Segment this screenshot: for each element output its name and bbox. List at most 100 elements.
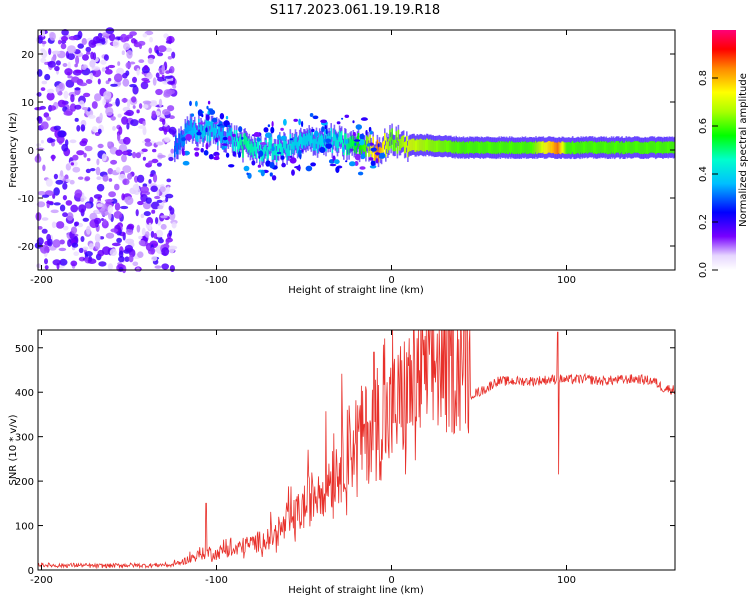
heatmap-scatter-cell — [193, 147, 200, 151]
heatmap-signal-cell — [226, 130, 229, 142]
heatmap-signal-cell — [459, 142, 462, 154]
heatmap-signal-cell — [262, 150, 264, 162]
heatmap-signal-cell — [401, 135, 404, 148]
heatmap-scatter-cell — [190, 113, 195, 117]
heatmap-signal-cell — [508, 141, 511, 153]
heatmap-signal-cell — [481, 141, 484, 154]
heatmap-signal-cell — [511, 141, 513, 153]
heatmap-signal-cell — [430, 139, 432, 151]
heatmap-scatter-cell — [301, 120, 304, 128]
heatmap-noise-cell — [55, 60, 61, 66]
heatmap-signal-cell — [208, 130, 211, 143]
heatmap-noise-cell — [149, 101, 158, 107]
heatmap-signal-cell — [574, 142, 576, 155]
heatmap-signal-cell — [627, 141, 630, 153]
heatmap-noise-cell — [103, 90, 112, 100]
heatmap-signal-cell — [272, 147, 275, 160]
heatmap-signal-cell — [472, 141, 474, 153]
heatmap-signal-cell — [255, 146, 258, 159]
heatmap-signal-cell — [608, 142, 611, 154]
heatmap-signal-cell — [281, 144, 283, 156]
heatmap-signal-cell — [596, 142, 598, 154]
heatmap-signal-cell — [249, 144, 252, 156]
heatmap-noise-cell — [166, 186, 171, 193]
heatmap-noise-cell — [111, 242, 121, 247]
heatmap-signal-cell — [601, 141, 603, 154]
heatmap-signal-cell — [437, 140, 440, 152]
heatmap-noise-cell — [46, 200, 54, 205]
heatmap-noise-cell — [137, 200, 144, 206]
heatmap-noise-cell — [77, 43, 84, 49]
heatmap-noise-cell — [171, 221, 177, 229]
heatmap-signal-cell — [648, 141, 651, 154]
heatmap-noise-cell — [102, 246, 111, 256]
heatmap-noise-cell — [152, 173, 158, 183]
heatmap-noise-cell — [79, 140, 87, 147]
heatmap-noise-cell — [82, 217, 90, 222]
heatmap-signal-cell — [529, 141, 532, 154]
heatmap-signal-cell — [243, 133, 245, 146]
heatmap-noise-cell — [136, 109, 140, 114]
heatmap-x-axis-label: Height of straight line (km) — [288, 285, 424, 296]
heatmap-signal-cell — [363, 140, 365, 152]
heatmap-signal-cell — [553, 141, 555, 154]
heatmap-signal-cell — [311, 131, 314, 144]
heatmap-signal-cell — [318, 133, 321, 145]
heatmap-signal-cell — [490, 141, 492, 154]
heatmap-signal-cell — [669, 141, 672, 154]
heatmap-signal-cell — [542, 141, 545, 153]
heatmap-y-tick-label: 20 — [21, 50, 34, 61]
heatmap-noise-cell — [94, 233, 101, 243]
heatmap-signal-cell — [645, 142, 647, 154]
snr-x-tick-label: -100 — [205, 575, 228, 586]
heatmap-signal-cell — [494, 142, 496, 154]
heatmap-signal-cell — [588, 140, 591, 153]
heatmap-scatter-cell — [219, 125, 226, 128]
heatmap-signal-cell — [388, 138, 390, 151]
heatmap-signal-cell — [657, 141, 659, 153]
heatmap-scatter-cell — [359, 133, 365, 140]
heatmap-signal-cell — [269, 139, 272, 152]
heatmap-signal-cell — [339, 132, 342, 145]
heatmap-noise-cell — [142, 33, 148, 38]
heatmap-signal-cell — [352, 134, 355, 147]
heatmap-noise-cell — [157, 76, 165, 82]
heatmap-noise-cell — [74, 104, 82, 110]
heatmap-signal-cell — [477, 141, 479, 154]
heatmap-noise-cell — [113, 73, 123, 83]
heatmap-noise-cell — [67, 52, 75, 61]
heatmap-scatter-cell — [325, 138, 331, 144]
heatmap-noise-cell — [100, 59, 107, 65]
heatmap-noise-cell — [102, 218, 107, 226]
heatmap-signal-cell — [582, 141, 584, 153]
heatmap-scatter-cell — [324, 125, 327, 130]
heatmap-noise-cell — [102, 174, 109, 182]
heatmap-noise-cell — [44, 62, 48, 65]
heatmap-noise-cell — [124, 244, 133, 252]
heatmap-noise-cell — [132, 76, 137, 83]
heatmap-signal-cell — [422, 140, 425, 152]
heatmap-signal-cell — [396, 142, 399, 154]
heatmap-signal-cell — [496, 142, 498, 154]
heatmap-noise-cell — [95, 166, 101, 176]
heatmap-noise-cell — [161, 263, 169, 270]
heatmap-signal-cell — [528, 141, 531, 154]
heatmap-signal-cell — [210, 120, 213, 133]
heatmap-signal-cell — [610, 141, 613, 153]
heatmap-signal-cell — [473, 142, 475, 154]
heatmap-noise-cell — [130, 119, 139, 127]
heatmap-noise-cell — [171, 51, 176, 59]
heatmap-noise-cell — [107, 77, 112, 82]
heatmap-noise-cell — [55, 179, 64, 185]
heatmap-noise-cell — [61, 143, 69, 152]
snr-y-tick-label: 400 — [15, 388, 34, 399]
heatmap-signal-cell — [655, 142, 658, 154]
heatmap-signal-cell — [218, 123, 220, 135]
heatmap-noise-cell — [37, 116, 43, 124]
heatmap-scatter-cell — [333, 159, 340, 165]
heatmap-signal-cell — [579, 142, 581, 155]
heatmap-signal-cell — [607, 142, 610, 155]
heatmap-noise-cell — [122, 165, 132, 173]
heatmap-scatter-cell — [181, 148, 184, 155]
heatmap-noise-cell — [36, 263, 41, 269]
